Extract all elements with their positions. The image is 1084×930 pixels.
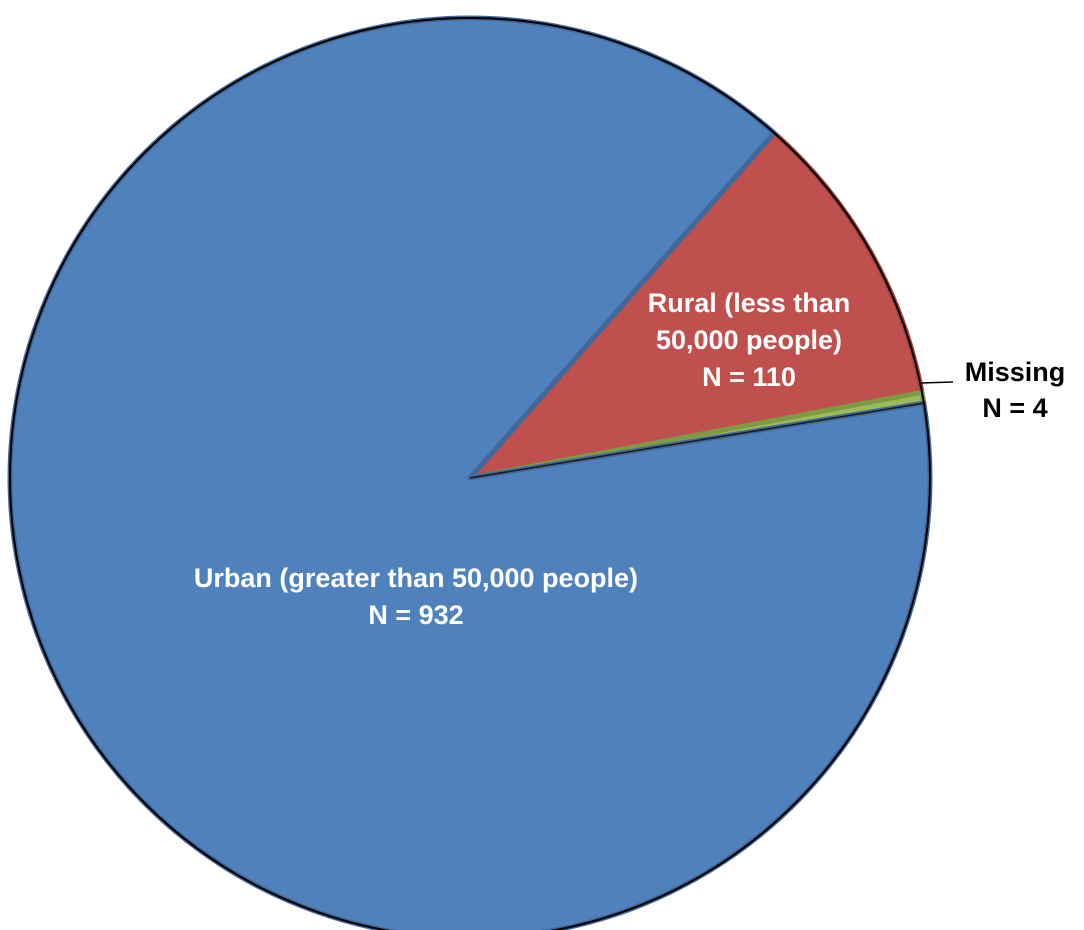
- pie-slices: [7, 15, 933, 930]
- pie-outline: [9, 17, 931, 930]
- missing-count-label: N = 4: [982, 393, 1047, 423]
- rural-label-line1: Rural (less than: [648, 288, 851, 318]
- rural-count-label: N = 110: [702, 362, 796, 392]
- urban-count-label: N = 932: [368, 600, 463, 630]
- urban-label-line1: Urban (greater than 50,000 people): [194, 563, 638, 593]
- slice-separator: [469, 402, 924, 479]
- missing-label-line1: Missing: [965, 357, 1066, 387]
- missing-leader-line: [920, 381, 954, 384]
- rural-label-line2: 50,000 people): [656, 325, 842, 355]
